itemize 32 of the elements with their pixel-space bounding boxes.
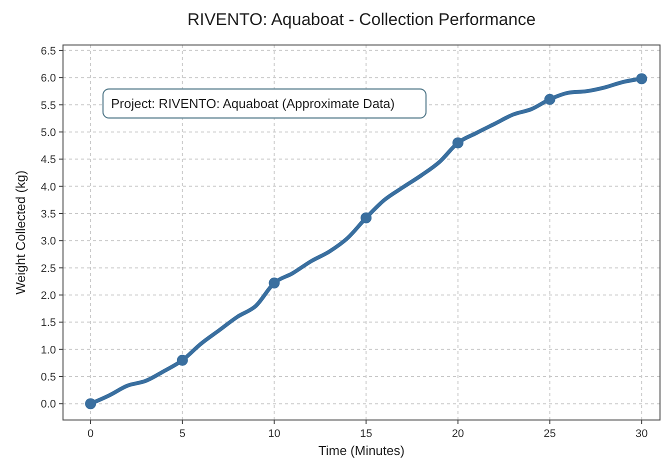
point <box>452 137 464 148</box>
x-tick-label: 15 <box>360 428 372 440</box>
x-tick-label: 25 <box>544 428 556 440</box>
point <box>85 398 96 410</box>
y-tick-label: 1.0 <box>40 344 56 356</box>
y-tick-label: 0.0 <box>40 398 56 411</box>
x-tick-label: 0 <box>87 428 94 440</box>
y-tick-label: 2.5 <box>40 262 56 275</box>
y-tick-label: 5.0 <box>40 126 56 139</box>
y-tick-label: 6.5 <box>40 45 56 58</box>
point <box>360 212 372 224</box>
y-tick-label: 4.0 <box>40 181 56 194</box>
y-tick-label: 0.5 <box>40 372 56 384</box>
y-tick-label: 4.5 <box>40 154 56 166</box>
x-tick-label: 20 <box>452 428 464 440</box>
y-tick-label: 6.0 <box>40 72 56 85</box>
y-tick-label: 3.0 <box>40 236 56 248</box>
annotation: Project: RIVENTO: Aquaboat (Approximate Data) <box>111 96 395 111</box>
y-axis-title: Weight Collected (kg) <box>13 170 28 295</box>
x-tick-label: 5 <box>179 428 186 440</box>
y-tick-label: 5.5 <box>40 100 56 112</box>
y-tick-label: 3.5 <box>40 208 56 220</box>
x-tick-label: 10 <box>268 428 280 440</box>
point <box>636 73 648 84</box>
point <box>544 94 556 105</box>
point <box>176 354 188 366</box>
x-axis-title: Time (Minutes) <box>318 443 405 458</box>
y-tick-label: 2.0 <box>40 290 56 302</box>
chart-title: RIVENTO: Aquaboat - Collection Performance <box>187 10 536 29</box>
point <box>268 278 280 289</box>
x-tick-label: 30 <box>636 428 648 440</box>
y-tick-label: 1.5 <box>40 317 56 330</box>
